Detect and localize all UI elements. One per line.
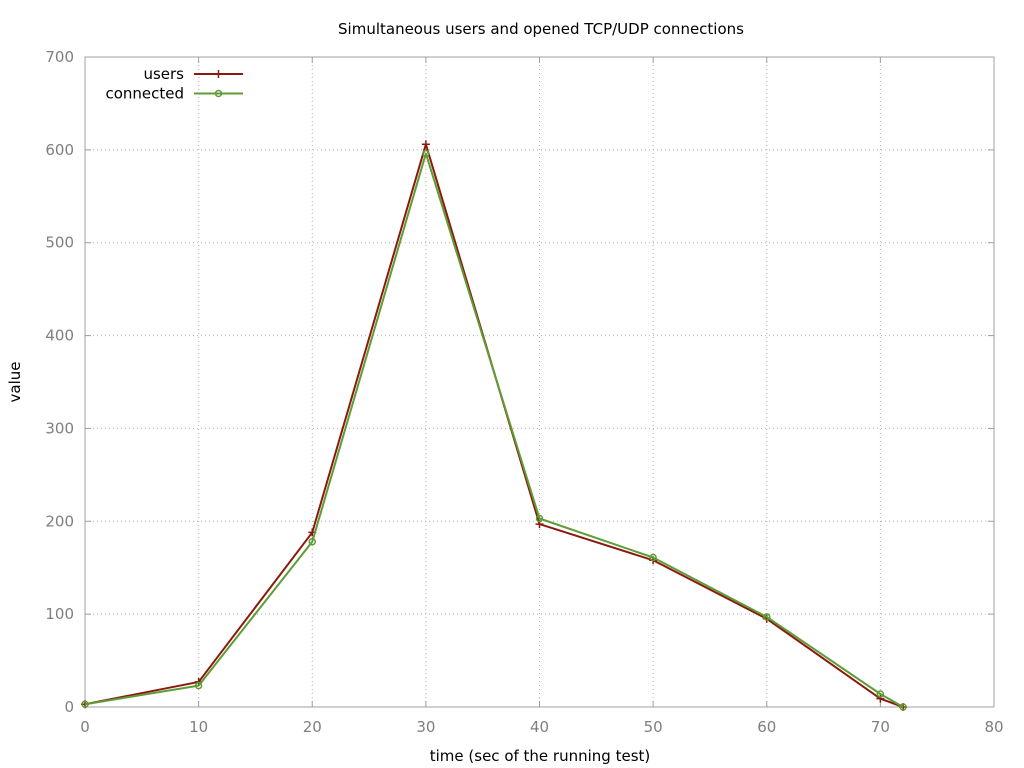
data-point-connected [422,149,430,158]
x-tick-label: 20 [303,718,322,736]
x-tick-label: 50 [644,718,663,736]
data-point-connected [535,514,544,523]
chart-title: Simultaneous users and opened TCP/UDP co… [338,20,744,38]
y-tick-label: 700 [45,48,74,66]
legend-label: connected [105,85,184,103]
data-point-users [876,694,885,703]
axis-ticks: 0 100 200 300 400 500 600 700 0 10 20 30 40 50 60 70 80 [45,48,1003,736]
legend-label: users [143,65,184,83]
series-users [81,140,908,711]
legend-marker-users [214,70,223,78]
data-point-connected [81,700,89,708]
y-tick-label: 100 [45,605,74,623]
data-point-connected [899,703,907,711]
x-tick-label: 70 [871,718,890,736]
grid [85,57,994,707]
data-point-connected [649,553,657,562]
y-tick-label: 600 [45,141,74,159]
legend: users connected [105,65,243,103]
x-tick-label: 30 [416,718,435,736]
x-tick-label: 60 [757,718,776,736]
x-axis-label: time (sec of the running test) [430,747,651,765]
series-connected [81,149,907,711]
y-tick-label: 200 [45,512,74,530]
data-point-connected [763,613,771,621]
x-tick-label: 40 [530,718,549,736]
legend-marker-connected [214,89,223,98]
x-tick-label: 80 [984,718,1003,736]
series-group [81,140,908,711]
y-tick-label: 0 [64,698,74,716]
y-tick-label: 300 [45,419,74,437]
x-tick-label: 0 [80,718,90,736]
data-point-connected [876,690,885,698]
y-tick-label: 500 [45,234,74,252]
y-tick-label: 400 [45,327,74,345]
data-point-users [421,140,430,149]
series-line-users [84,143,904,708]
x-tick-label: 10 [189,718,208,736]
data-point-connected [194,681,203,690]
data-point-connected [308,537,316,546]
y-axis-label: value [6,362,24,403]
series-line-connected [84,152,904,708]
